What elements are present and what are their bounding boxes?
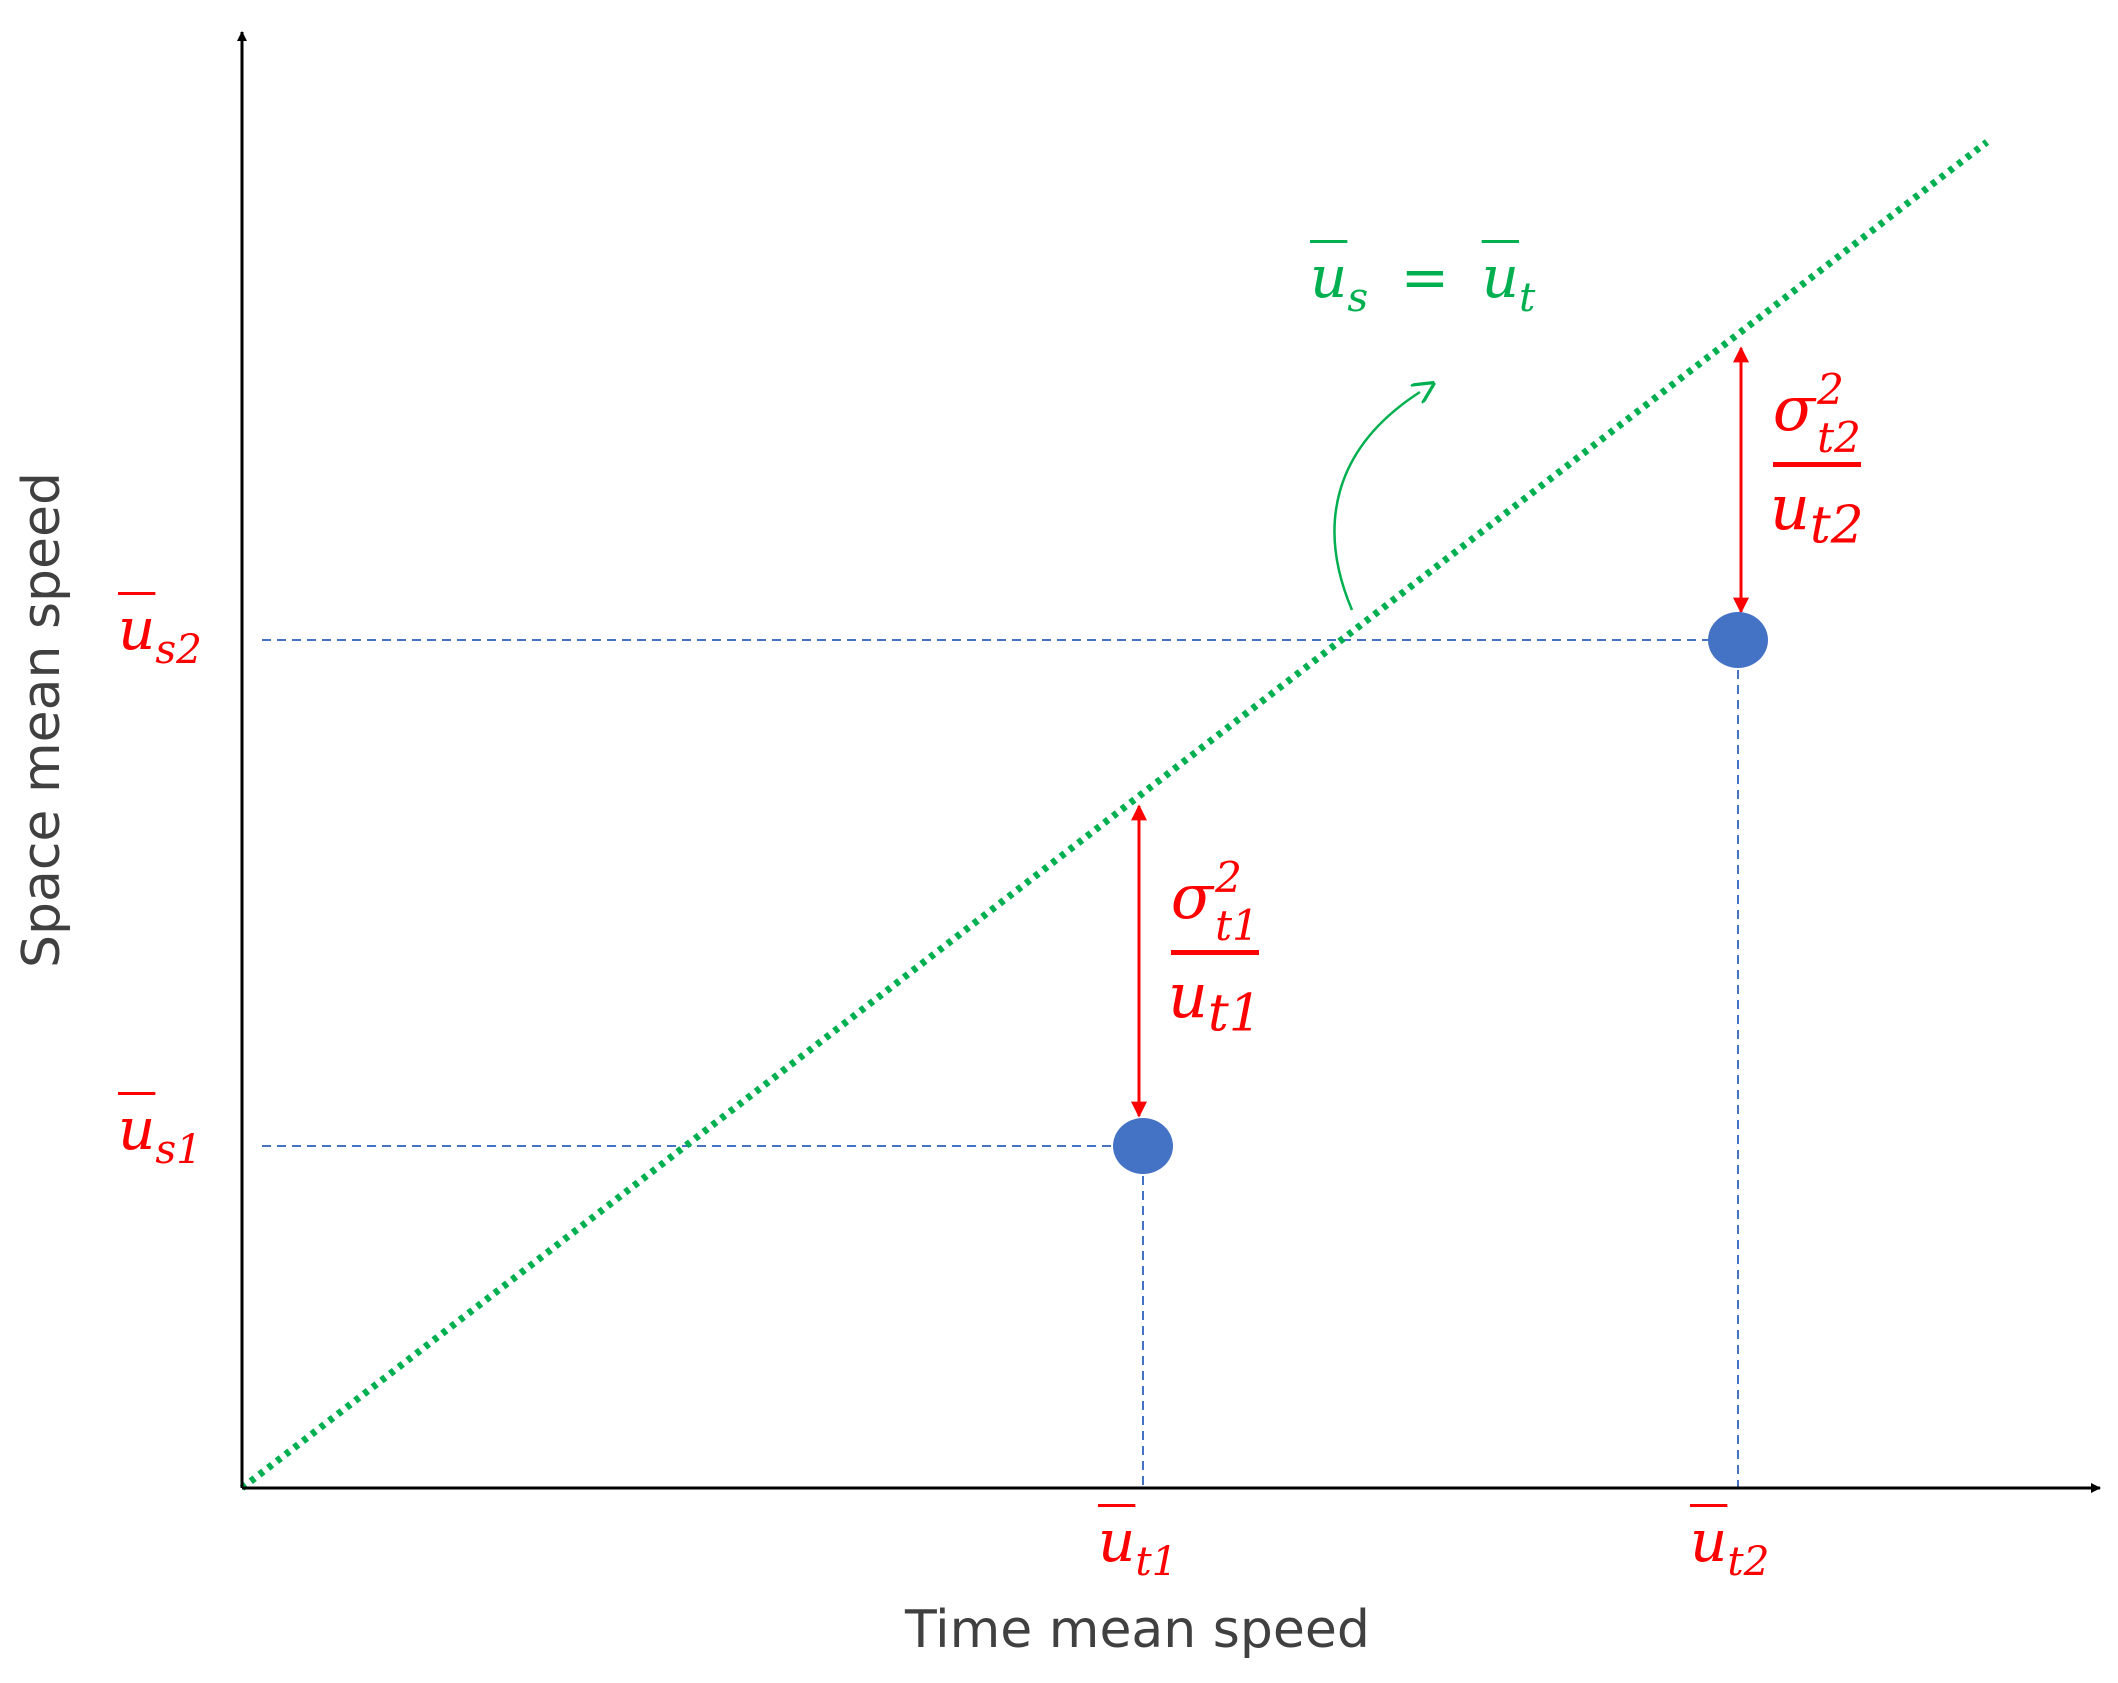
x-axis-title: Time mean speed (905, 1600, 1370, 1660)
fraction-2-num-sup: 2 (1817, 365, 1844, 414)
data-point-1 (1113, 1118, 1173, 1174)
identity-left-sub: s (1347, 273, 1369, 322)
identity-equals: = (1400, 243, 1450, 311)
x-label-t2-sub: t2 (1727, 1537, 1770, 1586)
y-label-s1: us1 (118, 1100, 202, 1170)
identity-right-sub: t (1519, 273, 1536, 322)
fraction-2-numerator: σ 2 t2 (1772, 368, 1861, 468)
x-label-t2-base: u (1690, 1507, 1728, 1575)
identity-right-base: u (1481, 243, 1520, 311)
identity-left-base: u (1310, 243, 1348, 311)
x-label-t1-sub: t1 (1135, 1537, 1178, 1586)
fraction-1-numerator: σ 2 t1 (1170, 856, 1259, 956)
fraction-2-num-sub: t2 (1817, 413, 1861, 463)
x-label-t1: ut1 (1098, 1512, 1177, 1582)
fraction-2-den-base: u (1770, 471, 1810, 545)
fraction-2-den-sub: t2 (1809, 495, 1864, 556)
fraction-label-1: σ 2 t1 ut1 (1168, 856, 1262, 1040)
fraction-1-num-sub: t1 (1215, 901, 1259, 951)
fraction-2-num-base: σ (1772, 372, 1816, 446)
y-axis-title: Space mean speed (12, 471, 72, 969)
fraction-1-den-base: u (1168, 959, 1208, 1033)
identity-line (239, 139, 1990, 1491)
identity-line-label: us = ut (1310, 248, 1535, 318)
identity-pointer-arrow (1333, 392, 1420, 611)
fraction-1-num-sup: 2 (1215, 853, 1242, 902)
data-point-2 (1708, 612, 1768, 668)
y-label-s1-base: u (118, 1095, 156, 1163)
y-label-s1-sub: s1 (155, 1125, 203, 1174)
fraction-2-denominator: ut2 (1770, 467, 1864, 552)
x-label-t1-base: u (1098, 1507, 1136, 1575)
x-label-t2: ut2 (1690, 1512, 1769, 1582)
fraction-1-denominator: ut1 (1168, 955, 1262, 1040)
fraction-1-den-sub: t1 (1207, 983, 1262, 1044)
y-label-s2-sub: s2 (155, 625, 203, 674)
fraction-1-num-base: σ (1170, 860, 1214, 934)
y-label-s2: us2 (118, 600, 202, 670)
y-label-s2-base: u (118, 595, 156, 663)
fraction-1-num-script: 2 t1 (1215, 856, 1259, 946)
fraction-2-num-script: 2 t2 (1817, 368, 1861, 458)
fraction-label-2: σ 2 t2 ut2 (1770, 368, 1864, 552)
